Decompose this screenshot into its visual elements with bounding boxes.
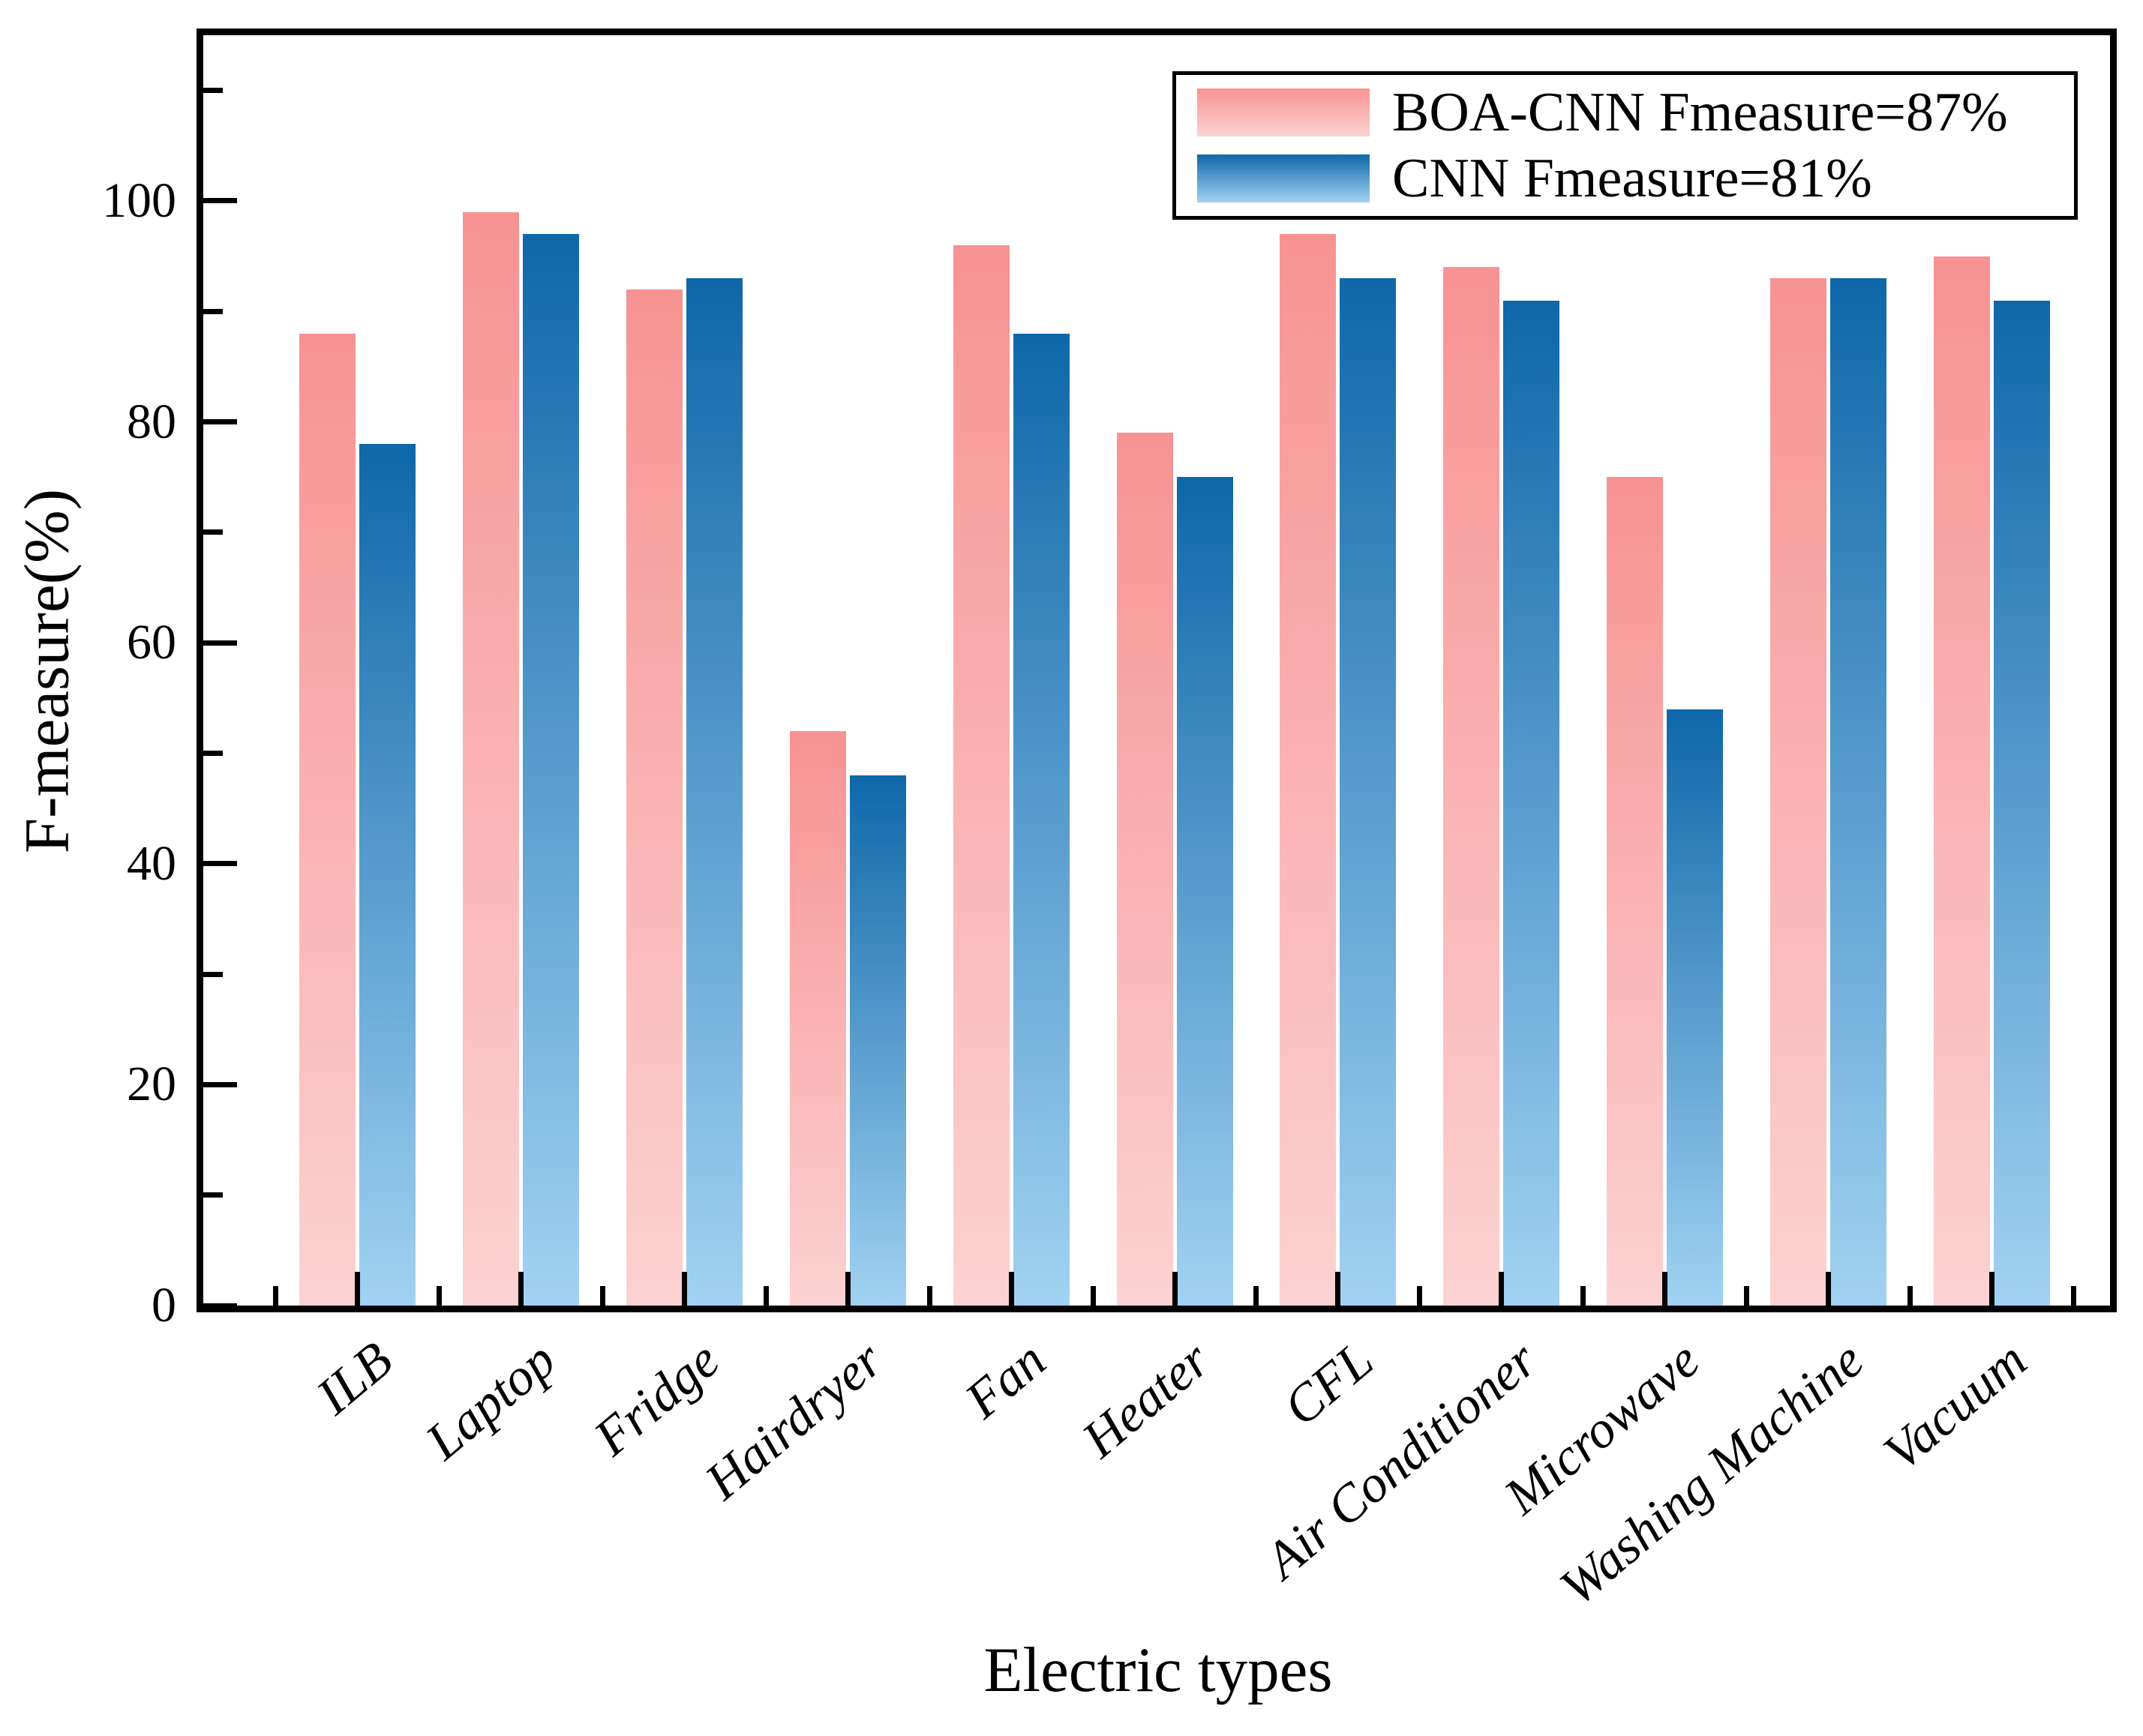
y-tick-label-40: 40 (127, 835, 176, 891)
bar-boa-cnn-ilb (299, 333, 356, 1306)
y-axis-tick (203, 88, 223, 94)
y-tick-label-60: 60 (127, 615, 176, 670)
legend-item: CNN Fmeasure=81% (1197, 151, 2074, 206)
x-category-label-washing-machine: Washing Machine (1549, 1330, 1874, 1617)
x-axis-tick (518, 1272, 524, 1306)
bar-boa-cnn-heater (1116, 433, 1173, 1306)
bar-boa-cnn-air-conditioner (1443, 267, 1500, 1306)
bar-cnn-fan (1013, 333, 1070, 1306)
y-axis-tick (203, 640, 237, 646)
bar-boa-cnn-microwave (1607, 477, 1664, 1306)
x-axis-tick (273, 1286, 279, 1306)
y-axis-tick (203, 308, 223, 314)
y-axis-tick (203, 861, 237, 867)
legend-label: CNN Fmeasure=81% (1392, 147, 1872, 209)
bar-cnn-heater (1176, 477, 1233, 1306)
y-axis-title: F-measure(%) (11, 488, 83, 854)
bar-boa-cnn-hairdryer (789, 731, 846, 1306)
x-axis-tick (1335, 1272, 1341, 1306)
y-axis-tick (203, 419, 237, 425)
x-category-label-fridge: Fridge (583, 1330, 731, 1468)
legend-label: BOA-CNN Fmeasure=87% (1392, 82, 2008, 144)
x-axis-tick (1499, 1272, 1505, 1306)
bar-cnn-cfl (1340, 278, 1397, 1306)
x-axis-tick (1172, 1272, 1178, 1306)
legend-item: BOA-CNN Fmeasure=87% (1197, 85, 2074, 140)
x-axis-title: Electric types (983, 1635, 1333, 1705)
x-axis-tick (1662, 1272, 1668, 1306)
x-axis-tick (1989, 1272, 1994, 1306)
x-axis-tick (1580, 1286, 1586, 1306)
y-tick-label-80: 80 (127, 394, 176, 449)
ticks-layer (203, 35, 2110, 1309)
bar-cnn-vacuum (1994, 300, 2050, 1306)
x-axis-tick (2070, 1286, 2076, 1306)
x-axis-tick (1008, 1272, 1014, 1306)
bar-cnn-washing-machine (1830, 278, 1887, 1306)
x-category-label-ilb: ILB (305, 1330, 404, 1426)
x-axis-tick (845, 1272, 851, 1306)
x-axis-tick (681, 1272, 687, 1306)
y-tick-label-100: 100 (102, 172, 176, 228)
y-axis-tick (203, 198, 237, 204)
x-axis-tick (1417, 1286, 1423, 1306)
bars-layer (203, 35, 2110, 1306)
bar-cnn-air-conditioner (1503, 300, 1560, 1306)
y-axis-tick (203, 971, 223, 977)
bar-boa-cnn-washing-machine (1770, 278, 1827, 1306)
bar-cnn-ilb (359, 444, 416, 1306)
bar-cnn-hairdryer (849, 775, 906, 1306)
x-category-label-laptop: Laptop (415, 1330, 567, 1471)
bar-boa-cnn-cfl (1280, 234, 1337, 1306)
legend: BOA-CNN Fmeasure=87% CNN Fmeasure=81% (1172, 71, 2078, 220)
x-category-label-hairdryer: Hairdryer (695, 1330, 894, 1511)
x-category-label-cfl: CFL (1272, 1330, 1384, 1438)
bar-cnn-fridge (686, 278, 743, 1306)
bar-boa-cnn-vacuum (1934, 256, 1990, 1306)
x-category-label-heater: Heater (1071, 1330, 1220, 1469)
x-axis-tick (1907, 1286, 1913, 1306)
bar-cnn-microwave (1667, 709, 1724, 1306)
x-axis-tick (599, 1286, 605, 1306)
legend-swatch-boa-cnn (1197, 88, 1370, 137)
y-tick-label-0: 0 (152, 1278, 176, 1333)
x-axis-tick (1253, 1286, 1259, 1306)
x-axis-tick (763, 1286, 769, 1306)
x-axis-tick (1090, 1286, 1096, 1306)
x-axis-tick (926, 1286, 932, 1306)
x-axis-tick (1826, 1272, 1832, 1306)
x-category-label-vacuum: Vacuum (1873, 1330, 2038, 1483)
x-axis-tick (355, 1272, 360, 1306)
y-tick-label-20: 20 (127, 1057, 176, 1112)
bar-cnn-laptop (522, 234, 579, 1306)
plot-area (197, 28, 2117, 1312)
bar-boa-cnn-fan (953, 244, 1010, 1306)
x-axis-tick (1744, 1286, 1750, 1306)
bar-boa-cnn-fridge (626, 289, 683, 1306)
bar-boa-cnn-laptop (462, 211, 519, 1306)
y-axis-tick (203, 1192, 223, 1198)
x-axis-tick (436, 1286, 442, 1306)
y-axis-tick (203, 1081, 237, 1087)
y-axis-tick (203, 1303, 237, 1309)
x-category-label-fan: Fan (955, 1330, 1058, 1430)
y-axis-tick (203, 750, 223, 756)
y-axis-tick (203, 529, 223, 535)
legend-swatch-cnn (1197, 154, 1370, 202)
